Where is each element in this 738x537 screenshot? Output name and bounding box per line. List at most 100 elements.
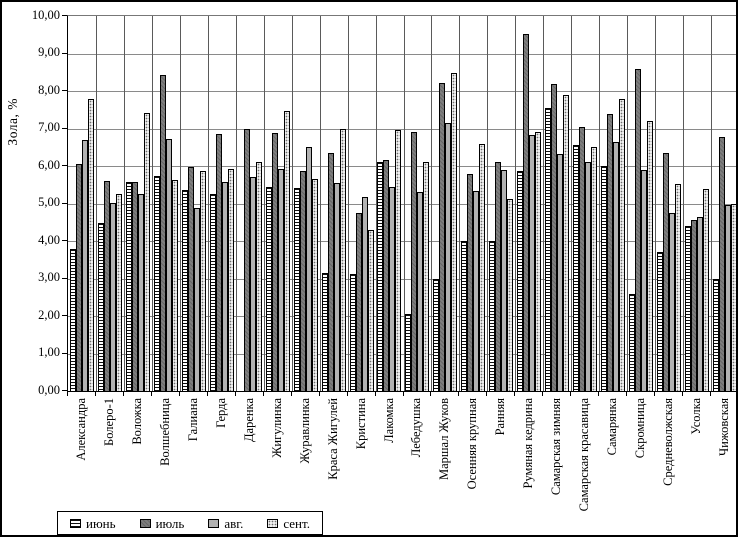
bar-сент. [171, 179, 178, 391]
horizontal-gridline [68, 203, 736, 205]
x-tick-mark [542, 391, 543, 396]
bar-group [96, 16, 124, 391]
bar-авг. [668, 213, 675, 391]
legend-swatch-июль [139, 518, 151, 528]
bar-авг. [305, 147, 312, 391]
bar-июль [383, 160, 390, 391]
x-tick-mark [207, 391, 208, 396]
bar-июль [243, 129, 250, 391]
vertical-gridline [711, 16, 712, 391]
y-tick-label: 3,00 [38, 270, 60, 284]
x-tick-mark [123, 391, 124, 396]
x-tick-mark [263, 391, 264, 396]
bar-июнь [209, 194, 216, 391]
x-category-label: Осенняя крупная [465, 398, 480, 490]
bar-июль [271, 133, 278, 391]
y-tick-label: 0,00 [38, 382, 60, 397]
bar-июнь [601, 166, 608, 391]
bar-group [348, 16, 376, 391]
x-category-label: Лакомка [381, 398, 396, 443]
bar-сент. [423, 161, 430, 391]
bar-авг. [445, 123, 452, 391]
bar-сент. [283, 111, 290, 391]
bar-авг. [389, 186, 396, 391]
bar-сент. [674, 184, 681, 391]
x-category-label: Маршал Жуков [437, 398, 452, 480]
bar-июль [103, 181, 110, 391]
x-category-label: Волшебница [157, 398, 172, 466]
horizontal-gridline [68, 241, 736, 242]
bar-сент. [702, 188, 709, 391]
bar-июнь [712, 278, 719, 391]
bar-июль [579, 126, 586, 391]
legend-item: июль [139, 517, 184, 530]
x-tick-mark [235, 391, 236, 396]
bar-group [543, 16, 571, 391]
x-category-label: Галиана [185, 398, 200, 442]
x-category-label: Герда [213, 398, 228, 428]
legend-swatch-июнь [70, 518, 81, 528]
bar-сент. [311, 178, 318, 391]
bar-сент. [647, 120, 654, 391]
legend-label: июнь [86, 515, 116, 531]
bar-июль [355, 212, 362, 391]
bar-июнь [656, 251, 663, 391]
y-tick-mark [62, 315, 67, 316]
bar-group [627, 16, 655, 391]
y-tick-mark [62, 127, 67, 129]
y-tick-mark [62, 202, 67, 204]
y-tick-mark [62, 390, 67, 391]
bar-group [124, 16, 152, 391]
bars-row [68, 16, 736, 391]
x-tick-mark [682, 391, 683, 396]
bar-июль [495, 162, 502, 391]
bar-июнь [97, 223, 104, 391]
bar-авг. [585, 162, 592, 391]
x-category-label: Даренка [241, 398, 256, 442]
bar-июнь [684, 226, 691, 391]
horizontal-gridline [68, 316, 736, 317]
bar-сент. [479, 143, 486, 391]
bar-июнь [321, 272, 328, 391]
y-tick-label: 4,00 [38, 232, 60, 247]
horizontal-gridline [68, 278, 736, 280]
bar-group [320, 16, 348, 391]
bar-июнь [433, 278, 440, 391]
bar-июль [690, 220, 697, 391]
x-tick-mark [430, 391, 431, 396]
bar-group [236, 16, 264, 391]
bar-июнь [489, 241, 496, 391]
x-category-label: Лебедушка [409, 398, 424, 458]
horizontal-gridline [68, 128, 736, 130]
bar-июль [439, 82, 446, 391]
bar-июль [467, 173, 474, 391]
vertical-gridline [543, 16, 544, 391]
vertical-gridline [404, 16, 405, 391]
vertical-gridline [459, 16, 460, 391]
bar-июль [662, 152, 669, 391]
bar-авг. [193, 208, 200, 391]
bar-group [459, 16, 487, 391]
bar-июль [187, 167, 194, 391]
x-tick-mark [347, 391, 348, 396]
horizontal-gridline [68, 166, 736, 167]
bar-сент. [535, 131, 542, 391]
bar-июль [75, 164, 82, 391]
x-category-label: Краса Жигулей [325, 398, 340, 480]
bar-июнь [125, 181, 132, 391]
y-tick-mark [62, 352, 67, 354]
bar-июль [607, 113, 614, 391]
bar-сент. [87, 98, 94, 391]
bar-июнь [265, 186, 272, 391]
bar-июнь [69, 249, 76, 391]
bar-авг. [333, 183, 340, 391]
horizontal-gridline [68, 53, 736, 55]
vertical-gridline [124, 16, 125, 391]
bar-авг. [277, 168, 284, 391]
bar-сент. [339, 129, 346, 391]
bar-group [655, 16, 683, 391]
x-category-label: Чижовская [717, 398, 732, 456]
bar-июль [718, 136, 725, 391]
bar-сент. [395, 130, 402, 391]
y-tick-mark [62, 277, 67, 279]
